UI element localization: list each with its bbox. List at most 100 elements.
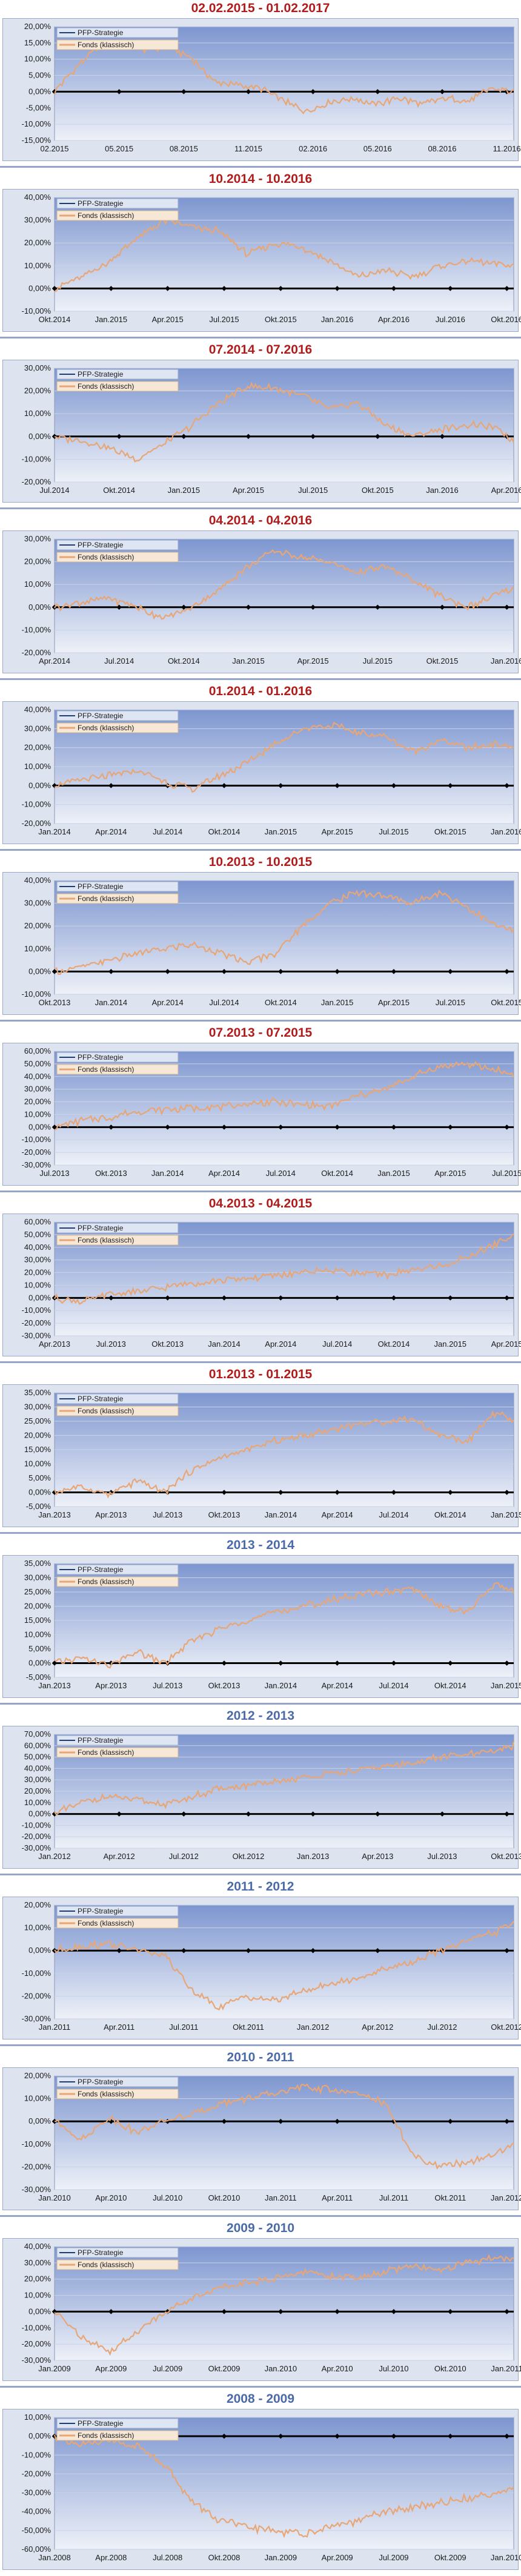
y-tick-label: 35,00% [24,1388,51,1397]
legend-label: Fonds (klassisch) [78,1236,134,1244]
chart-title: 2008 - 2009 [226,2392,295,2406]
x-tick-label: Okt.2013 [151,1339,184,1349]
y-tick-label: 70,00% [24,1729,51,1739]
legend: PFP-Strategie Fonds (klassisch) [56,1052,179,1075]
x-tick-label: Jul.2008 [153,2553,182,2562]
x-tick-label: Okt.2014 [434,1681,466,1690]
x-tick-label: Jul.2015 [209,315,239,324]
x-tick-label: Okt.2009 [208,2364,241,2373]
axis-marker [334,286,340,291]
chart-panel: 2012 - 2013 70,00% 60,00% 50,00% 40,00% 30,00… [0,1708,521,1875]
x-tick-label: Apr.2014 [322,1681,353,1690]
x-tick-label: Jul.2016 [436,315,465,324]
chart-panel: 10.2013 - 10.2015 40,00% 30,00% 20,00% 10,00… [0,854,521,1022]
x-tick-label: Jan.2016 [491,656,521,665]
chart-panel: 01.2014 - 01.2016 40,00% 30,00% 20,00% 10,00… [0,683,521,851]
x-tick-label: Jul.2012 [169,1852,199,1861]
y-tick-label: -30,00% [22,2014,51,2023]
x-tick-label: Jul.2011 [379,2193,408,2202]
legend-entry-box [56,2430,179,2441]
y-tick-label: 0,00% [28,1809,51,1818]
legend-entry-box [56,710,179,721]
legend: PFP-Strategie Fonds (klassisch) [56,881,179,904]
y-tick-label: 5,00% [28,1473,51,1482]
chart-title: 10.2013 - 10.2015 [208,855,313,869]
legend-entry-box [56,39,179,50]
x-tick-label: Jan.2013 [38,1510,71,1519]
chart-svg: 20,00%10,00%0,00%-10,00%-20,00%-30,00%Ja… [22,1900,521,2032]
y-tick-label: 0,00% [28,966,51,976]
chart-svg: 60,00% 50,00% 40,00% 30,00% 20,00% 10,00% 0,00… [22,1046,521,1178]
x-tick-label: Jul.2012 [427,2023,457,2032]
panel-separator [0,1874,521,1875]
axis-marker [165,1125,170,1130]
legend-entry-box [56,1235,179,1246]
y-tick-label: 0,00% [28,2431,51,2440]
y-tick-label: 10,00% [24,1459,51,1468]
axis-marker [221,1660,227,1666]
chart-panel: 2011 - 2012 20,00% 10,00% 0,00% -10,00% -20,0… [0,1878,521,2046]
axis-marker [108,286,114,291]
series-line-fonds [54,1921,514,2011]
legend: PFP-Strategie Fonds (klassisch) [56,1393,179,1416]
chart-panel: 2013 - 2014 35,00% 30,00% 25,00% 20,00% 15,00… [0,1537,521,1705]
x-tick-label: Jul.2014 [379,1510,408,1519]
x-tick-label: Okt.2014 [321,1169,353,1178]
legend-label: Fonds (klassisch) [78,2431,134,2440]
x-tick-label: Jan.2009 [265,2553,297,2562]
x-tick-label: 08.2016 [428,144,456,153]
panel-separator [0,1191,521,1192]
x-tick-label: Jan.2015 [232,656,265,665]
legend: PFP-Strategie Fonds (klassisch) [56,1223,179,1246]
legend-label: PFP-Strategie [78,712,124,720]
x-tick-label: Jan.2008 [38,2553,71,2562]
y-tick-label: 10,00% [24,2094,51,2103]
legend: PFP-Strategie Fonds (klassisch) [56,2076,179,2099]
y-tick-label: -50,00% [22,2526,51,2535]
y-tick-label: 10,00% [24,261,51,270]
y-tick-label: 30,00% [24,363,51,372]
chart-title: 2012 - 2013 [226,1709,295,1723]
y-tick-label: 20,00% [24,557,51,566]
legend-label: PFP-Strategie [78,2078,124,2086]
y-tick-label: 0,00% [28,432,51,441]
x-tick-label: Jul.2013 [153,1510,182,1519]
x-tick-label: Apr.2016 [378,315,410,324]
legend-label: PFP-Strategie [78,1907,124,1915]
axis-marker [51,434,58,440]
legend-entry-box [56,1393,179,1404]
chart-svg: 70,00% 60,00% 50,00%40,00% 30,00% 20,00% 10,0… [22,1729,521,1861]
legend-entry-box [56,2076,179,2087]
panel-separator [0,507,521,509]
y-tick-label: 50,00% [24,1752,51,1762]
axis-marker [504,783,509,788]
y-tick-label: 50,00% [24,1059,51,1068]
x-tick-label: Jan.2016 [426,486,459,495]
y-tick-label: 20,00% [24,1786,51,1795]
series-line-fonds [54,1582,515,1669]
x-tick-label: Okt.2015 [426,656,459,665]
x-tick-label: Apr.2013 [95,1510,127,1519]
x-tick-label: Jan.2011 [265,2193,297,2202]
y-tick-label: 10,00% [24,1630,51,1639]
y-tick-label: -20,00% [22,2469,51,2478]
axis-marker [181,89,187,94]
legend-entry-box [56,369,179,380]
y-tick-label: 30,00% [24,724,51,733]
x-tick-label: Jan.2012 [297,2023,330,2032]
legend-entry-box [56,198,179,209]
x-tick-label: Apr.2015 [152,315,184,324]
x-tick-label: Okt.2013 [491,1852,521,1861]
x-tick-label: Apr.2015 [322,827,353,836]
y-tick-label: -10,00% [22,1135,51,1144]
legend: PFP-Strategie Fonds (klassisch) [56,710,179,733]
x-tick-label: Apr.2015 [434,1169,466,1178]
x-tick-label: Jul.2015 [436,998,465,1007]
panel-separator [0,1532,521,1534]
chart-panel: 02.02.2015 - 01.02.2017 20,00% 15,00% 10,00… [0,0,521,168]
y-tick-label: 0,00% [28,1293,51,1302]
x-tick-label: Jan.2014 [151,1169,184,1178]
x-tick-label: Okt.2014 [265,998,297,1007]
legend-label: Fonds (klassisch) [78,1577,134,1586]
panel-separator [0,337,521,339]
